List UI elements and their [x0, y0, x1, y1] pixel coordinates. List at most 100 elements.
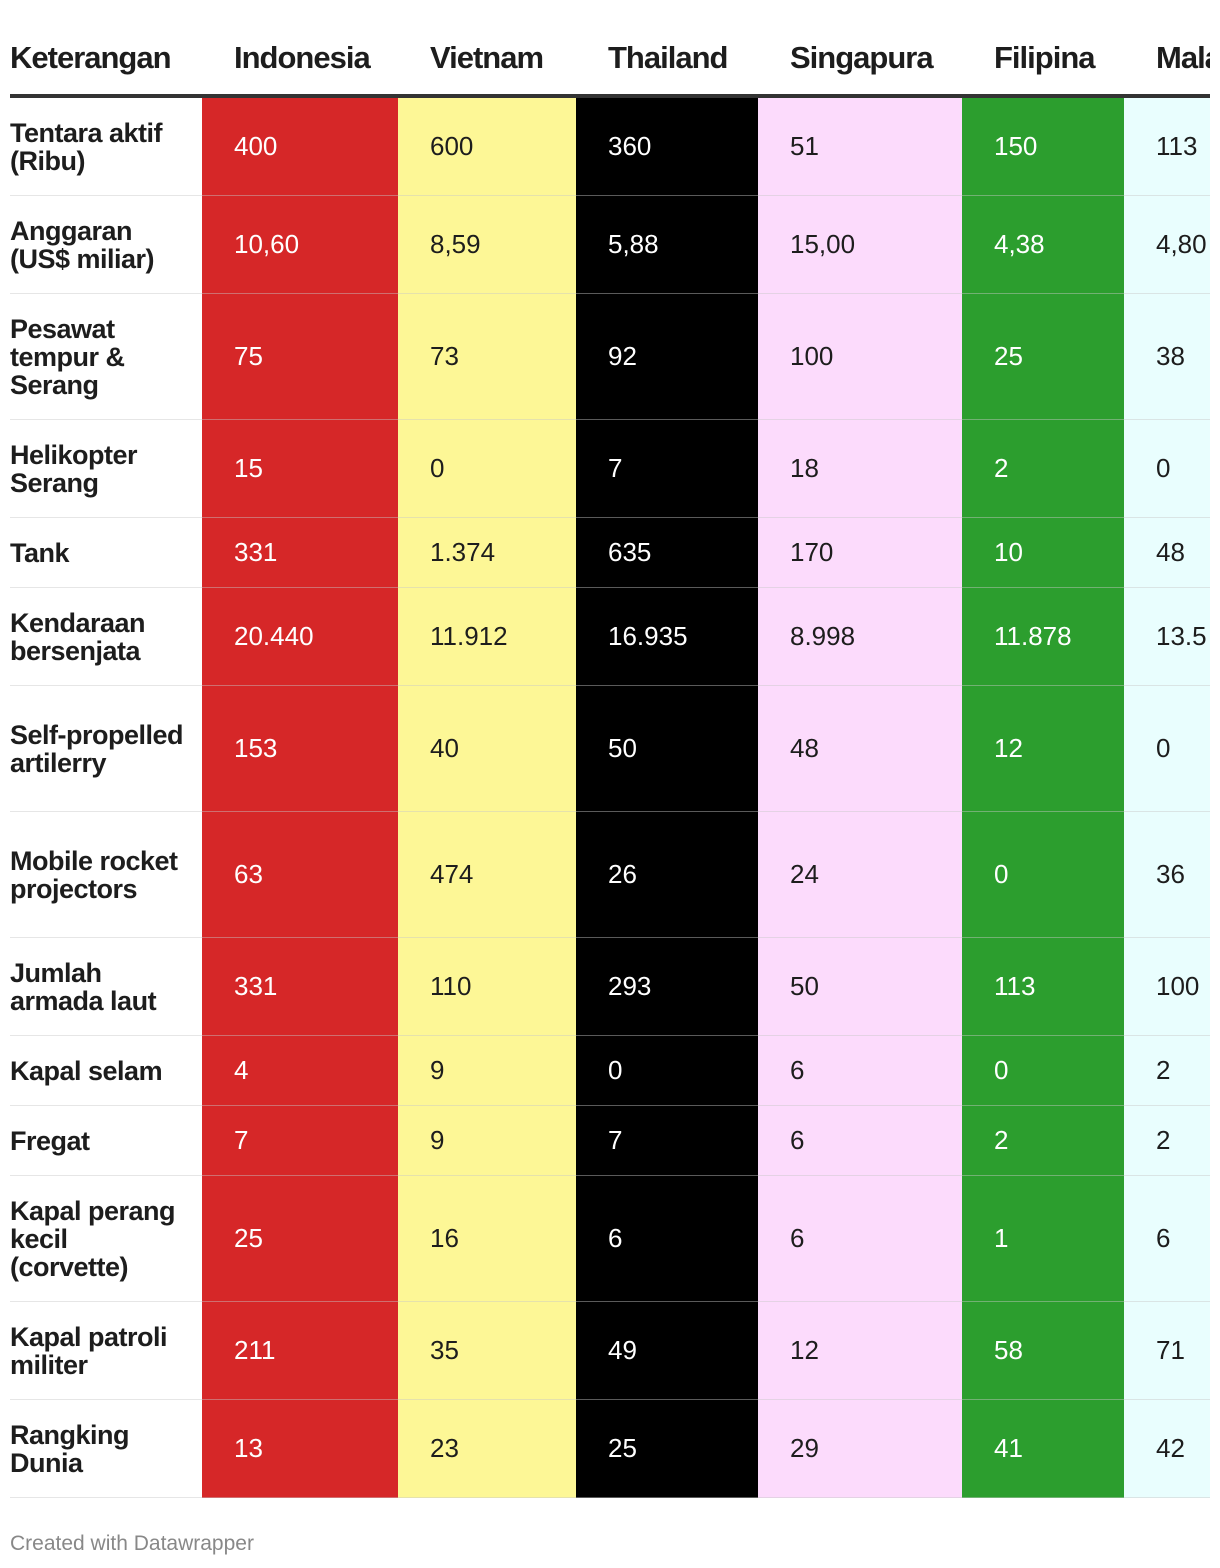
cell-singapura: 50 — [758, 937, 962, 1036]
cell-vietnam: 9 — [398, 1105, 576, 1176]
row-label: Tentara aktif (Ribu) — [10, 96, 202, 196]
cell-singapura: 51 — [758, 96, 962, 196]
cell-filipina: 0 — [962, 1035, 1124, 1106]
table-row: Jumlah armada laut 331 110 293 50 113 100 — [10, 937, 1210, 1036]
cell-filipina: 2 — [962, 1105, 1124, 1176]
cell-filipina: 41 — [962, 1399, 1124, 1498]
cell-filipina: 58 — [962, 1301, 1124, 1400]
cell-vietnam: 73 — [398, 293, 576, 420]
cell-vietnam: 23 — [398, 1399, 576, 1498]
cell-vietnam: 40 — [398, 685, 576, 812]
table-row: Self-propelled artilerry 153 40 50 48 12 0 — [10, 685, 1210, 812]
cell-malaysia: 100 — [1124, 937, 1210, 1036]
cell-malaysia: 38 — [1124, 293, 1210, 420]
cell-vietnam: 35 — [398, 1301, 576, 1400]
row-label: Kendaraan bersenjata — [10, 587, 202, 686]
cell-thailand: 49 — [576, 1301, 758, 1400]
cell-singapura: 6 — [758, 1175, 962, 1302]
cell-indonesia: 400 — [202, 96, 398, 196]
row-label: Anggaran (US$ miliar) — [10, 195, 202, 294]
cell-thailand: 0 — [576, 1035, 758, 1106]
row-label: Kapal patroli militer — [10, 1301, 202, 1400]
cell-indonesia: 211 — [202, 1301, 398, 1400]
table-row: Tentara aktif (Ribu) 400 600 360 51 150 113 — [10, 96, 1210, 196]
cell-malaysia: 0 — [1124, 419, 1210, 518]
cell-filipina: 113 — [962, 937, 1124, 1036]
column-header-filipina[interactable]: Filipina — [962, 22, 1124, 98]
cell-vietnam: 600 — [398, 96, 576, 196]
column-header-singapura[interactable]: Singapura — [758, 22, 962, 98]
cell-indonesia: 153 — [202, 685, 398, 812]
cell-singapura: 48 — [758, 685, 962, 812]
table-row: Helikopter Serang 15 0 7 18 2 0 — [10, 419, 1210, 518]
cell-vietnam: 9 — [398, 1035, 576, 1106]
cell-filipina: 150 — [962, 96, 1124, 196]
table-body: Tentara aktif (Ribu) 400 600 360 51 150 113 Ang… — [10, 96, 1210, 1498]
cell-singapura: 29 — [758, 1399, 962, 1498]
cell-singapura: 8.998 — [758, 587, 962, 686]
cell-filipina: 25 — [962, 293, 1124, 420]
row-label: Rangking Dunia — [10, 1399, 202, 1498]
cell-malaysia: 2 — [1124, 1035, 1210, 1106]
cell-malaysia: 113 — [1124, 96, 1210, 196]
cell-filipina: 0 — [962, 811, 1124, 938]
row-label: Kapal perang kecil (corvette) — [10, 1175, 202, 1302]
row-label: Mobile rocket projectors — [10, 811, 202, 938]
cell-thailand: 25 — [576, 1399, 758, 1498]
cell-indonesia: 13 — [202, 1399, 398, 1498]
cell-indonesia: 20.440 — [202, 587, 398, 686]
cell-filipina: 12 — [962, 685, 1124, 812]
cell-vietnam: 110 — [398, 937, 576, 1036]
cell-singapura: 12 — [758, 1301, 962, 1400]
table-row: Kapal selam 4 9 0 6 0 2 — [10, 1035, 1210, 1106]
cell-filipina: 1 — [962, 1175, 1124, 1302]
table-row: Fregat 7 9 7 6 2 2 — [10, 1105, 1210, 1176]
column-header-malaysia[interactable]: Malaysia — [1124, 22, 1210, 98]
cell-thailand: 6 — [576, 1175, 758, 1302]
table-row: Mobile rocket projectors 63 474 26 24 0 36 — [10, 811, 1210, 938]
cell-malaysia: 71 — [1124, 1301, 1210, 1400]
cell-vietnam: 8,59 — [398, 195, 576, 294]
column-header-indonesia[interactable]: Indonesia — [202, 22, 398, 98]
cell-thailand: 50 — [576, 685, 758, 812]
cell-filipina: 11.878 — [962, 587, 1124, 686]
cell-thailand: 16.935 — [576, 587, 758, 686]
cell-malaysia: 36 — [1124, 811, 1210, 938]
cell-singapura: 170 — [758, 517, 962, 588]
table-row: Kapal perang kecil (corvette) 25 16 6 6 1 6 — [10, 1175, 1210, 1302]
cell-vietnam: 0 — [398, 419, 576, 518]
column-header-vietnam[interactable]: Vietnam — [398, 22, 576, 98]
cell-vietnam: 16 — [398, 1175, 576, 1302]
column-header-label[interactable]: Keterangan — [10, 22, 202, 98]
cell-singapura: 15,00 — [758, 195, 962, 294]
row-label: Fregat — [10, 1105, 202, 1176]
cell-indonesia: 25 — [202, 1175, 398, 1302]
cell-vietnam: 474 — [398, 811, 576, 938]
cell-thailand: 92 — [576, 293, 758, 420]
cell-filipina: 10 — [962, 517, 1124, 588]
cell-malaysia: 6 — [1124, 1175, 1210, 1302]
cell-vietnam: 1.374 — [398, 517, 576, 588]
datawrapper-credit[interactable]: Created with Datawrapper — [10, 1532, 254, 1555]
cell-indonesia: 10,60 — [202, 195, 398, 294]
table-row: Rangking Dunia 13 23 25 29 41 42 — [10, 1399, 1210, 1498]
cell-thailand: 293 — [576, 937, 758, 1036]
data-table: Keterangan Indonesia Vietnam Thailand Singa… — [10, 22, 1210, 1498]
row-label: Pesawat tempur & Serang — [10, 293, 202, 420]
cell-vietnam: 11.912 — [398, 587, 576, 686]
column-header-thailand[interactable]: Thailand — [576, 22, 758, 98]
cell-thailand: 7 — [576, 1105, 758, 1176]
cell-malaysia: 13.5 — [1124, 587, 1210, 686]
cell-indonesia: 75 — [202, 293, 398, 420]
row-label: Jumlah armada laut — [10, 937, 202, 1036]
cell-filipina: 4,38 — [962, 195, 1124, 294]
cell-singapura: 6 — [758, 1035, 962, 1106]
cell-indonesia: 331 — [202, 937, 398, 1036]
cell-malaysia: 2 — [1124, 1105, 1210, 1176]
cell-thailand: 5,88 — [576, 195, 758, 294]
cell-singapura: 6 — [758, 1105, 962, 1176]
header-row: Keterangan Indonesia Vietnam Thailand Singa… — [10, 22, 1210, 98]
table-row: Kendaraan bersenjata 20.440 11.912 16.935 8.… — [10, 587, 1210, 686]
cell-indonesia: 331 — [202, 517, 398, 588]
